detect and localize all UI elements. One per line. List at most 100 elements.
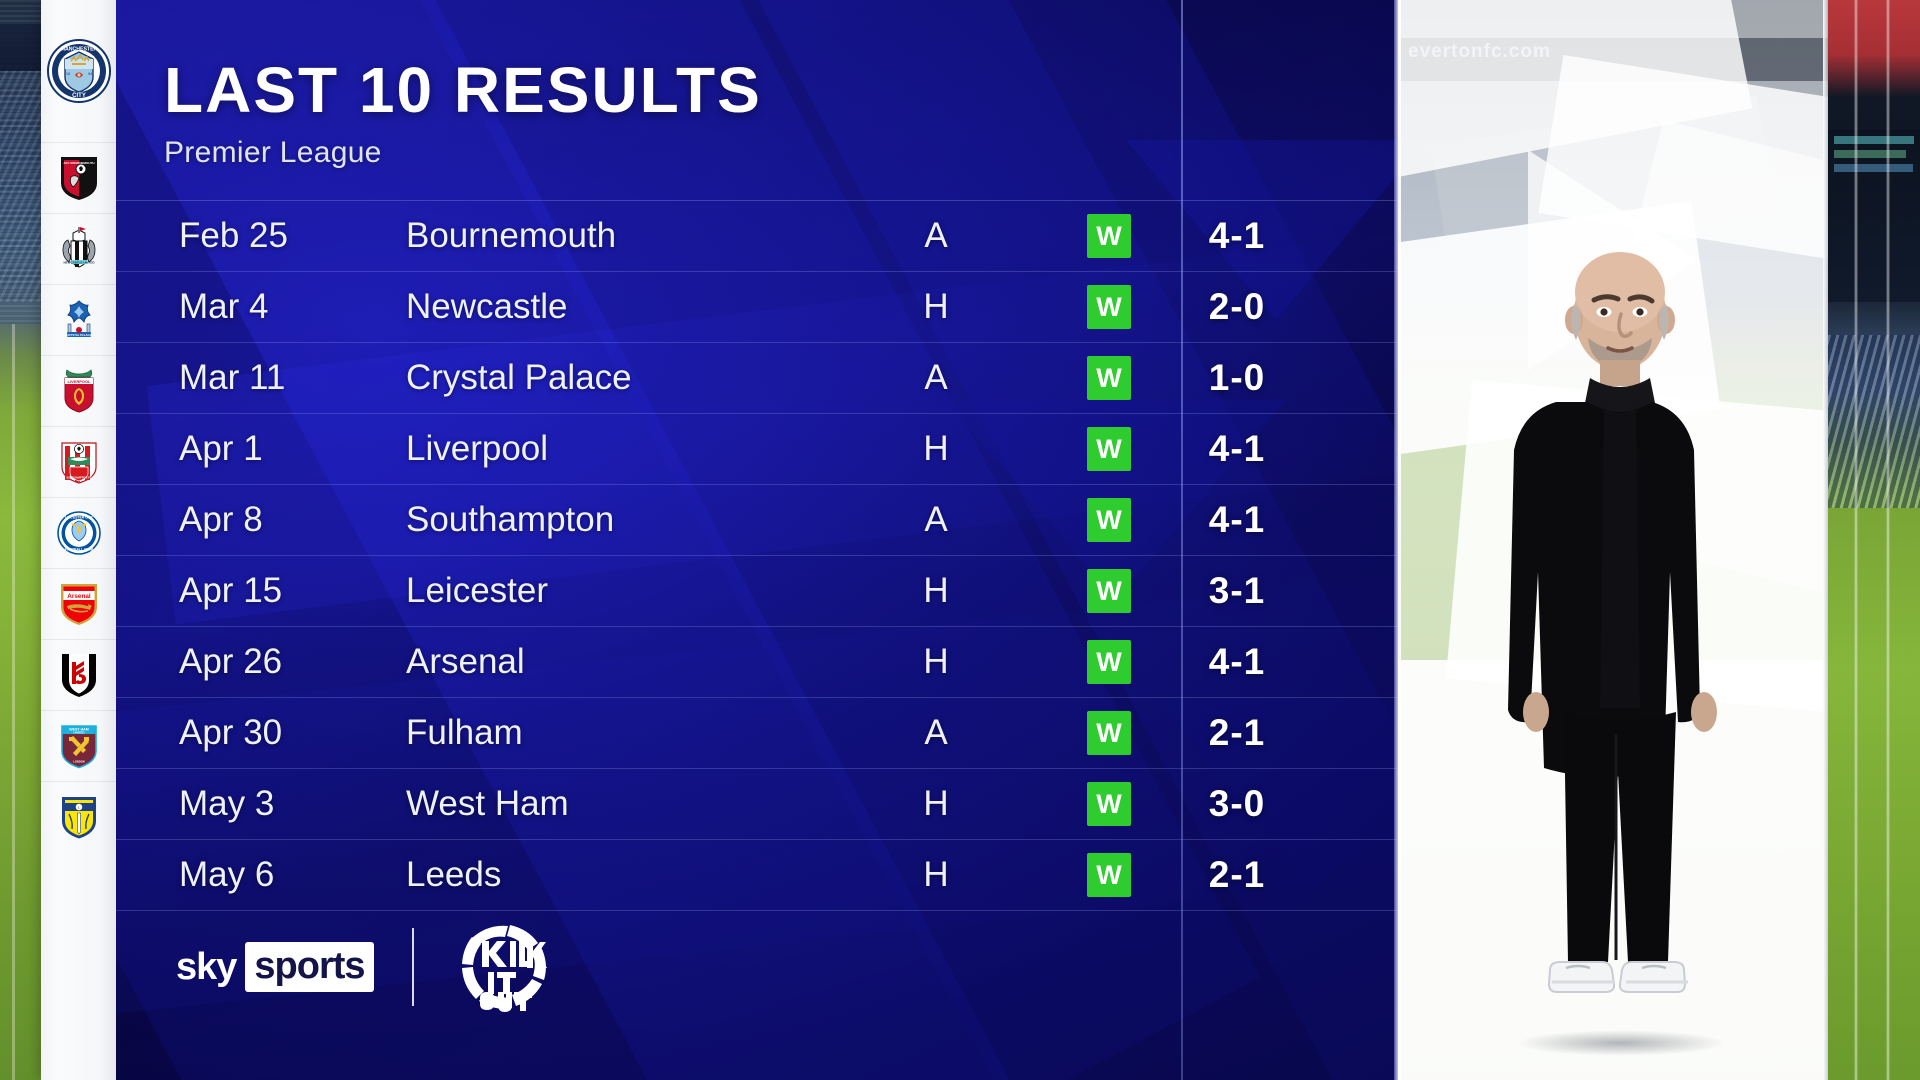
svg-text:WEST HAM: WEST HAM: [69, 727, 89, 731]
table-row: Apr 8 Southampton A W 4-1: [116, 484, 1398, 555]
cell-score: 3-1: [1208, 570, 1266, 611]
results-board: LAST 10 RESULTS Premier League Feb 25 Bou…: [116, 0, 1398, 1080]
board-footer: sky sports: [176, 916, 554, 1018]
cell-venue: H: [923, 855, 949, 894]
result-badge: W: [1087, 356, 1131, 400]
board-header: LAST 10 RESULTS Premier League: [164, 58, 762, 170]
cell-team: Leeds: [406, 855, 502, 894]
chevron-arrow: [1156, 700, 1398, 890]
cell-score: 2-0: [1208, 286, 1266, 327]
arsenal-badge-cell: Arsenal: [41, 568, 116, 639]
right-crowd: [1828, 334, 1920, 508]
leicester-badge: LEICESTER CITY FOOTBALL CLUB: [56, 511, 101, 555]
page-title: LAST 10 RESULTS: [164, 54, 762, 126]
cell-score: 4-1: [1208, 499, 1266, 540]
cell-team: Newcastle: [406, 287, 568, 326]
result-badge: W: [1087, 427, 1131, 471]
sky-wordmark: sky: [176, 946, 237, 988]
cell-venue: A: [924, 713, 948, 752]
liverpool-badge-cell: LIVERPOOL: [41, 355, 116, 426]
cell-date: Mar 11: [179, 358, 286, 397]
result-badge: W: [1087, 214, 1131, 258]
svg-text:18: 18: [66, 72, 70, 76]
man-city-badge-cell: MANCHESTER CITY 18 94: [41, 0, 116, 142]
liverpool-badge: LIVERPOOL: [59, 368, 99, 414]
svg-text:CITY: CITY: [72, 93, 86, 99]
table-row: May 6 Leeds H W 2-1: [116, 839, 1398, 910]
newcastle-badge: NEWCASTLE UNITED: [56, 226, 102, 272]
table-row: Mar 4 Newcastle H W 2-0: [116, 271, 1398, 342]
southampton-badge-cell: SOUTHAMPTON FC: [41, 426, 116, 497]
camera-rail: [1886, 0, 1890, 1080]
sports-wordmark: sports: [245, 942, 374, 992]
svg-text:MANCHESTER: MANCHESTER: [60, 47, 97, 53]
cell-result: W: [1066, 498, 1152, 542]
result-badge: W: [1087, 640, 1131, 684]
cell-team: Bournemouth: [406, 216, 617, 255]
pitch-line: [12, 324, 15, 1080]
svg-text:Arsenal: Arsenal: [67, 593, 91, 600]
cell-date: Mar 4: [179, 287, 269, 326]
cell-result: W: [1066, 569, 1152, 613]
cell-date: Apr 30: [179, 713, 283, 752]
cell-date: Apr 8: [179, 500, 263, 539]
cell-team: West Ham: [406, 784, 569, 823]
cell-result: W: [1066, 640, 1152, 684]
cell-team: Crystal Palace: [406, 358, 632, 397]
table-row: Apr 30 Fulham A W 2-1: [116, 697, 1398, 768]
cell-team: Fulham: [406, 713, 523, 752]
table-row: Apr 1 Liverpool H W 4-1: [116, 413, 1398, 484]
result-badge: W: [1087, 285, 1131, 329]
cell-result: W: [1066, 427, 1152, 471]
chevron-arrow: [1126, 140, 1398, 320]
cell-date: Feb 25: [179, 216, 288, 255]
board-right-edge: [1394, 0, 1398, 1080]
cell-venue: H: [923, 642, 949, 681]
result-badge: W: [1087, 853, 1131, 897]
table-row: Feb 25 Bournemouth A W 4-1: [116, 200, 1398, 271]
cell-result: W: [1066, 782, 1152, 826]
cell-score: 3-0: [1208, 783, 1266, 824]
result-badge: W: [1087, 711, 1131, 755]
cell-result: W: [1066, 214, 1152, 258]
panel-right-edge: [1823, 0, 1828, 1080]
cell-score: 4-1: [1208, 641, 1266, 682]
svg-text:UNITED: UNITED: [73, 731, 85, 735]
crystal-palace-badge: CRYSTAL PALACE: [57, 298, 101, 342]
cell-team: Leicester: [406, 571, 549, 610]
cell-date: Apr 15: [179, 571, 283, 610]
cell-venue: A: [924, 500, 948, 539]
newcastle-badge-cell: NEWCASTLE UNITED: [41, 213, 116, 284]
cell-result: W: [1066, 711, 1152, 755]
right-stadium-sliver: [1828, 0, 1920, 1080]
svg-text:LEICESTER CITY: LEICESTER CITY: [65, 516, 93, 520]
cell-venue: A: [924, 358, 948, 397]
cell-team: Liverpool: [406, 429, 549, 468]
svg-text:SOUTHAMPTON FC: SOUTHAMPTON FC: [66, 476, 91, 480]
table-row: Apr 15 Leicester H W 3-1: [116, 555, 1398, 626]
table-row: May 3 West Ham H W 3-0: [116, 768, 1398, 839]
stadium-scoreboard: [1828, 129, 1920, 303]
board-vignette: [116, 0, 1398, 1080]
svg-text:LIVERPOOL: LIVERPOOL: [67, 379, 91, 384]
cell-venue: H: [923, 571, 949, 610]
page-subtitle: Premier League: [164, 136, 382, 169]
cell-team: Southampton: [406, 500, 615, 539]
cell-venue: H: [923, 429, 949, 468]
cell-result: W: [1066, 285, 1152, 329]
man-city-badge: MANCHESTER CITY 18 94: [46, 39, 111, 103]
crystal-palace-badge-cell: CRYSTAL PALACE: [41, 284, 116, 355]
cell-score: 4-1: [1208, 215, 1266, 256]
svg-text:LONDON: LONDON: [73, 760, 84, 764]
svg-text:CRYSTAL PALACE: CRYSTAL PALACE: [66, 333, 91, 337]
bournemouth-badge-cell: AFC BOURNEMOUTH: [41, 142, 116, 213]
southampton-badge: SOUTHAMPTON FC: [58, 439, 100, 485]
bournemouth-badge: AFC BOURNEMOUTH: [59, 155, 99, 201]
cell-date: Apr 1: [179, 429, 263, 468]
svg-text:NEWCASTLE UNITED: NEWCASTLE UNITED: [63, 260, 95, 264]
cell-venue: H: [923, 287, 949, 326]
leeds-badge-cell: L: [41, 781, 116, 852]
kick-it-out-logo: [452, 916, 554, 1018]
cell-team: Arsenal: [406, 642, 525, 681]
